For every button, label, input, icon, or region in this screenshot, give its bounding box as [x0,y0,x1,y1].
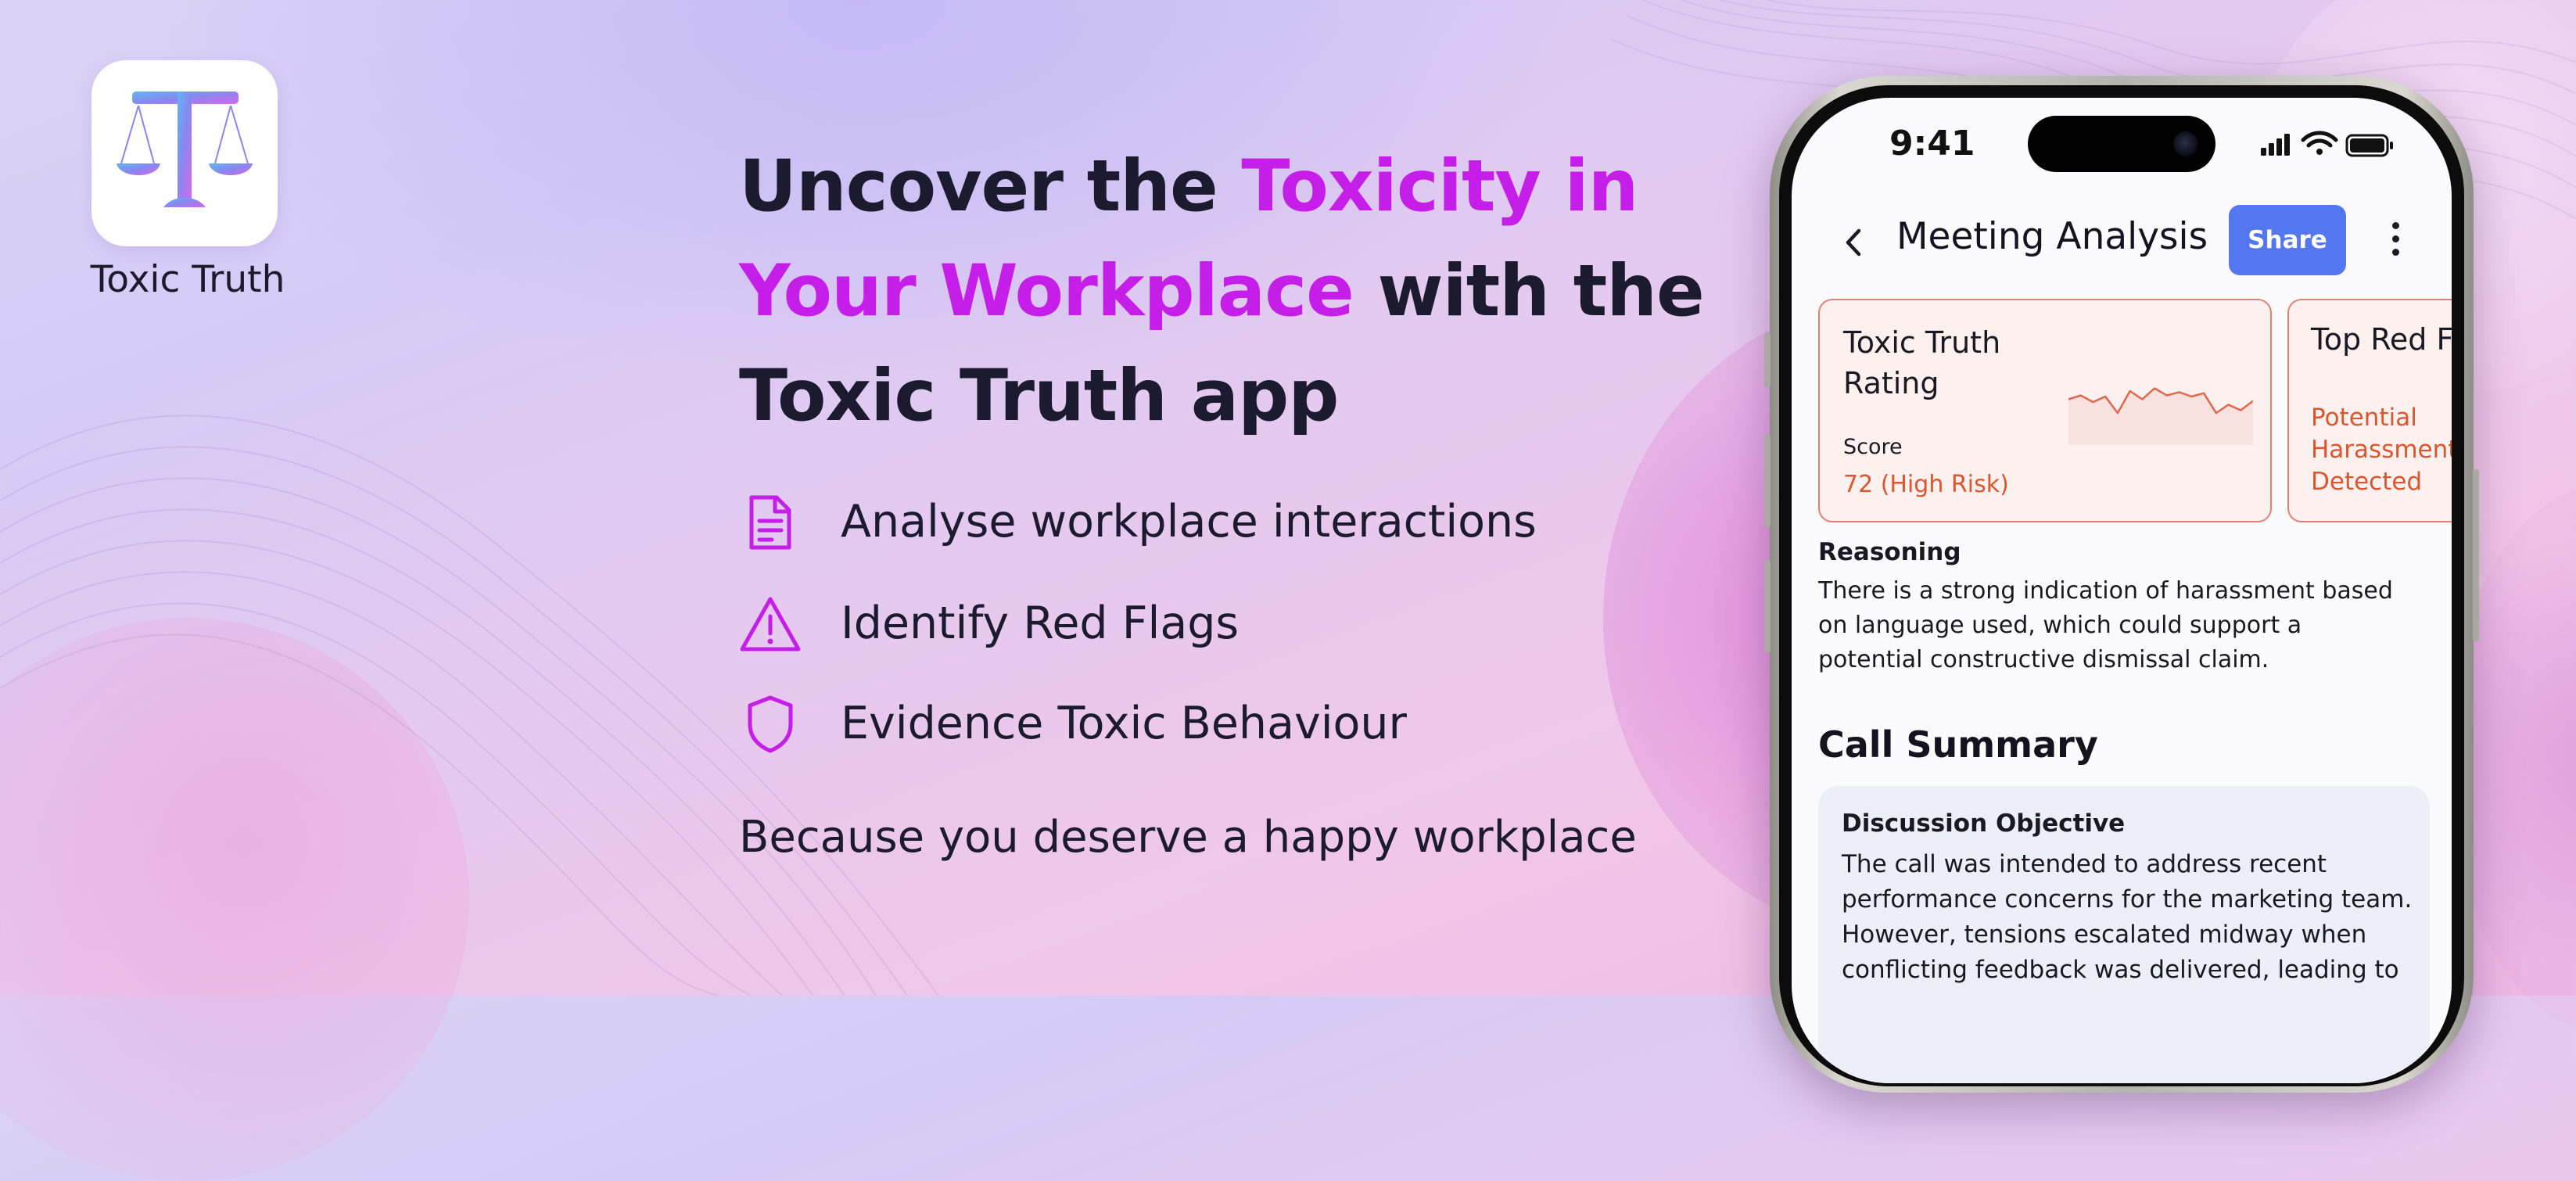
feature-label: Analyse workplace interactions [841,496,1537,547]
shield-icon [748,695,793,753]
dynamic-island [2028,116,2215,172]
signal-icon [2261,134,2290,156]
app-name: Toxic Truth [90,258,285,301]
rating-sparkline [2068,387,2253,445]
camera-icon [2173,131,2198,156]
rating-card[interactable]: Toxic Truth Rating Score 72 (High Risk) [1818,299,2272,522]
score-label: Score [1843,435,1903,459]
warning-triangle-icon [740,597,801,652]
red-flags-text: Potential Harassment Detected [2311,404,2452,496]
red-flags-title: Top Red Fl [2311,322,2452,357]
feature-item: Identify Red Flags [739,587,1677,657]
background-blob [0,618,469,1181]
score-value: 72 (High Risk) [1843,471,2009,498]
app-logo [91,60,278,246]
feature-item: Analyse workplace interactions [739,485,1677,555]
phone-side-button [1764,332,1771,387]
document-icon [749,495,791,550]
reasoning-text: There is a strong indication of harassme… [1818,577,2393,673]
share-button[interactable]: Share [2229,205,2346,275]
back-chevron-icon[interactable] [1839,223,1870,262]
tagline: Because you deserve a happy workplace [739,812,1637,863]
feature-label: Identify Red Flags [841,598,1240,649]
battery-icon [2345,134,2393,157]
headline: Uncover the Toxicity in Your Workplace w… [739,135,1717,449]
sparkline-line [2068,387,2253,415]
phone-side-button [1764,559,1771,653]
phone-side-button [2473,469,2479,641]
headline-highlight: Toxicity in Your Workplace [739,145,1638,332]
call-summary-card: Discussion Objective The call was intend… [1818,786,2430,1083]
phone-side-button [1764,434,1771,528]
call-summary-heading: Call Summary [1818,723,2098,766]
headline-text: Uncover the [739,145,1242,228]
reasoning-label: Reasoning [1818,538,1961,566]
more-options-icon[interactable] [2386,219,2405,262]
status-icons [2261,131,2393,157]
phone-screen: 9:41 Meeting Analysis Share Toxic Truth … [1792,98,2452,1083]
red-flags-card[interactable]: Top Red Fl Potential Harassment Detected [2287,299,2452,522]
rating-card-title: Toxic Truth Rating [1843,325,2001,400]
headline-text: with the Toxic Truth app [739,250,1705,437]
objective-text: The call was intended to address recent … [1842,850,2413,984]
feature-item: Evidence Toxic Behaviour [739,687,1677,757]
objective-label: Discussion Objective [1842,809,2126,838]
scales-of-justice-icon [117,92,253,207]
sparkline-area [2068,388,2253,445]
page-title: Meeting Analysis [1896,215,2208,258]
status-time: 9:41 [1889,124,1975,163]
wifi-icon [2301,131,2338,155]
feature-label: Evidence Toxic Behaviour [841,698,1407,749]
